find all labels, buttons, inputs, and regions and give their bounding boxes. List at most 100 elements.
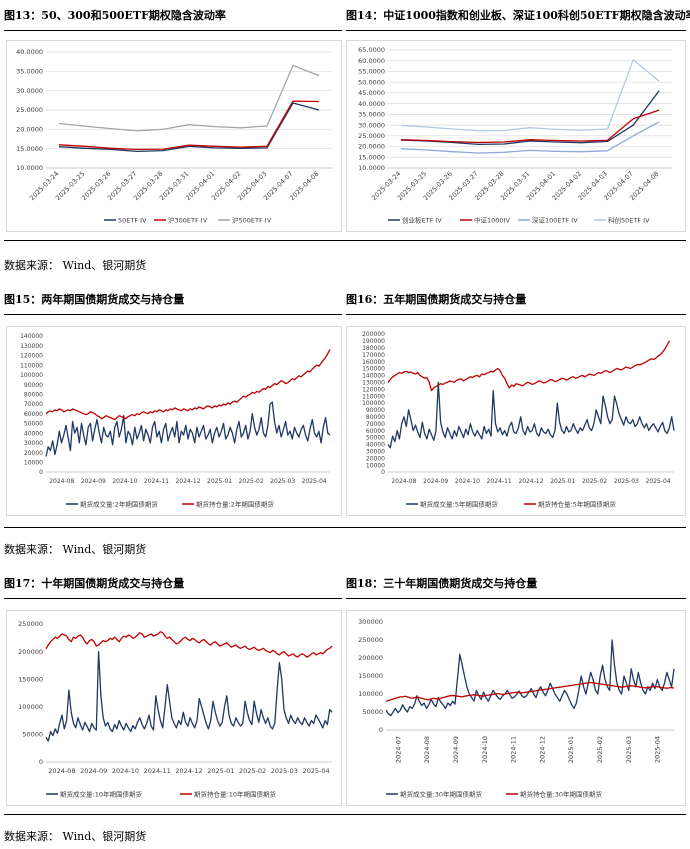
title-rule-17 <box>4 598 342 599</box>
y-tick-label: 65.0000 <box>358 46 385 54</box>
x-tick-label: 2024-08 <box>391 478 416 485</box>
y-tick-label: 90000 <box>24 382 43 389</box>
x-tick-label: 2024-12 <box>175 478 200 485</box>
x-tick-label: 2025-03 <box>271 767 298 775</box>
legend-label: 期货持仓量:30年期国债期货 <box>520 790 602 799</box>
y-tick-label: 40000 <box>24 430 43 437</box>
legend-label: 深证100ETF IV <box>532 216 578 225</box>
title-rule-13 <box>4 30 342 31</box>
series-line-3 <box>400 59 660 132</box>
chart-frame <box>6 326 342 516</box>
y-tick-label: 15.0000 <box>358 153 385 161</box>
series-line-2 <box>58 64 320 132</box>
x-tick-label: 2024-10 <box>112 767 139 775</box>
y-tick-label: 170000 <box>362 352 385 359</box>
x-tick-label: 2024-11 <box>144 478 169 485</box>
x-tick-label: 2025-01 <box>207 478 232 485</box>
y-tick-label: 25.0000 <box>358 132 385 140</box>
figure-title-18: 图18：三十年期国债期货成交与持仓量 <box>346 577 538 590</box>
y-tick-label: 50000 <box>362 708 383 716</box>
series-line-1 <box>387 340 670 392</box>
legend-label: 沪500ETF IV <box>232 216 272 225</box>
y-tick-label: 160000 <box>362 359 385 366</box>
legend-label: 期货持仓量:10年期国债期货 <box>194 790 276 799</box>
series-line-1 <box>45 349 331 421</box>
x-tick-label: 2024-09 <box>81 478 106 485</box>
chart-10y-bond-futures: 0 50000 100000 150000 200000 250000 2024-08 202… <box>6 610 342 806</box>
chart-frame <box>6 610 342 806</box>
legend-label: 中证1000IV <box>474 216 510 225</box>
legend-label: 科创50ETF IV <box>608 216 650 225</box>
y-tick-label: 100000 <box>20 372 43 379</box>
x-tick-label: 2024-09 <box>452 736 460 763</box>
y-tick-label: 200000 <box>358 654 383 662</box>
x-tick-label: 2025-02 <box>582 478 607 485</box>
series-line-1 <box>58 100 320 151</box>
x-tick-label: 2025-04 <box>302 478 327 485</box>
y-tick-label: 15.0000 <box>16 145 43 153</box>
y-tick-label: 60.0000 <box>358 57 385 65</box>
title-rule-14 <box>346 30 686 31</box>
chart-frame <box>346 40 686 232</box>
y-tick-label: 70000 <box>24 401 43 408</box>
x-tick-label: 2025-01 <box>550 478 575 485</box>
legend-label: 期货成交量:5年期国债期货 <box>420 500 498 509</box>
data-source-2: 数据来源： Wind、银河期货 <box>4 543 147 556</box>
chart-iv-50-300-500: 10.0000 15.0000 20.0000 25.0000 30.0000 35.00… <box>6 40 342 232</box>
y-tick-label: 130000 <box>20 343 43 350</box>
series-line-2 <box>400 121 660 154</box>
y-tick-label: 35.0000 <box>16 68 43 76</box>
y-tick-label: 0 <box>39 469 43 476</box>
x-tick-label: 2025-04 <box>654 736 662 763</box>
y-tick-label: 20.0000 <box>16 126 43 134</box>
legend-label: 沪300ETF IV <box>168 216 208 225</box>
x-tick-label: 2024-11 <box>144 767 171 775</box>
y-tick-label: 90000 <box>366 407 385 414</box>
y-tick-label: 100000 <box>358 690 383 698</box>
legend-label: 期货持仓量:5年期国债期货 <box>538 500 616 509</box>
figure-title-13: 图13：50、300和500ETF期权隐含波动率 <box>4 9 226 22</box>
y-tick-label: 0 <box>379 726 383 734</box>
x-tick-label: 2024-12 <box>175 767 202 775</box>
y-tick-label: 30.0000 <box>358 121 385 129</box>
chart-5y-bond-futures: 0100002000030000400005000060000700008000… <box>346 326 686 516</box>
y-tick-label: 30.0000 <box>16 87 43 95</box>
y-tick-label: 100000 <box>18 703 43 711</box>
x-tick-label: 2025-04 <box>646 478 671 485</box>
x-tick-label: 2024-10 <box>112 478 137 485</box>
chart-frame <box>346 326 686 516</box>
x-tick-label: 2024-11 <box>487 478 512 485</box>
x-tick-label: 2024-08 <box>423 736 431 763</box>
title-rule-18 <box>346 598 686 599</box>
title-rule-16 <box>346 314 686 315</box>
y-tick-label: 30000 <box>24 440 43 447</box>
y-tick-label: 110000 <box>20 362 43 369</box>
y-tick-label: 150000 <box>362 366 385 373</box>
series-line-0 <box>45 650 333 742</box>
legend-label: 期货成交量:10年期国债期货 <box>60 790 142 799</box>
y-tick-label: 100000 <box>362 400 385 407</box>
y-tick-label: 20.0000 <box>358 143 385 151</box>
y-tick-label: 140000 <box>20 333 43 340</box>
chart-frame <box>346 610 686 806</box>
x-tick-label: 2025-02 <box>239 767 266 775</box>
source-rule-1 <box>4 240 686 241</box>
x-tick-label: 2025-03 <box>625 736 633 763</box>
y-tick-label: 10.0000 <box>358 164 385 172</box>
x-tick-label: 2024-12 <box>518 478 543 485</box>
series-line-0 <box>45 401 331 457</box>
y-tick-label: 140000 <box>362 373 385 380</box>
y-tick-label: 120000 <box>362 386 385 393</box>
y-tick-label: 10.0000 <box>16 164 43 172</box>
y-tick-label: 150000 <box>18 675 43 683</box>
chart-iv-1000-gem-sz100-kc50: 10.0000 15.0000 20.0000 25.0000 30.0000 35.00… <box>346 40 686 232</box>
y-tick-label: 190000 <box>362 338 385 345</box>
series-line-0 <box>400 90 660 146</box>
y-tick-label: 60000 <box>366 428 385 435</box>
legend-label: 期货持仓量:2年期国债期货 <box>196 500 274 509</box>
legend-label: 50ETF IV <box>118 217 147 225</box>
x-tick-label: 2025-01 <box>207 767 234 775</box>
y-tick-label: 200000 <box>18 648 43 656</box>
y-tick-label: 40000 <box>366 442 385 449</box>
y-tick-label: 80000 <box>366 414 385 421</box>
